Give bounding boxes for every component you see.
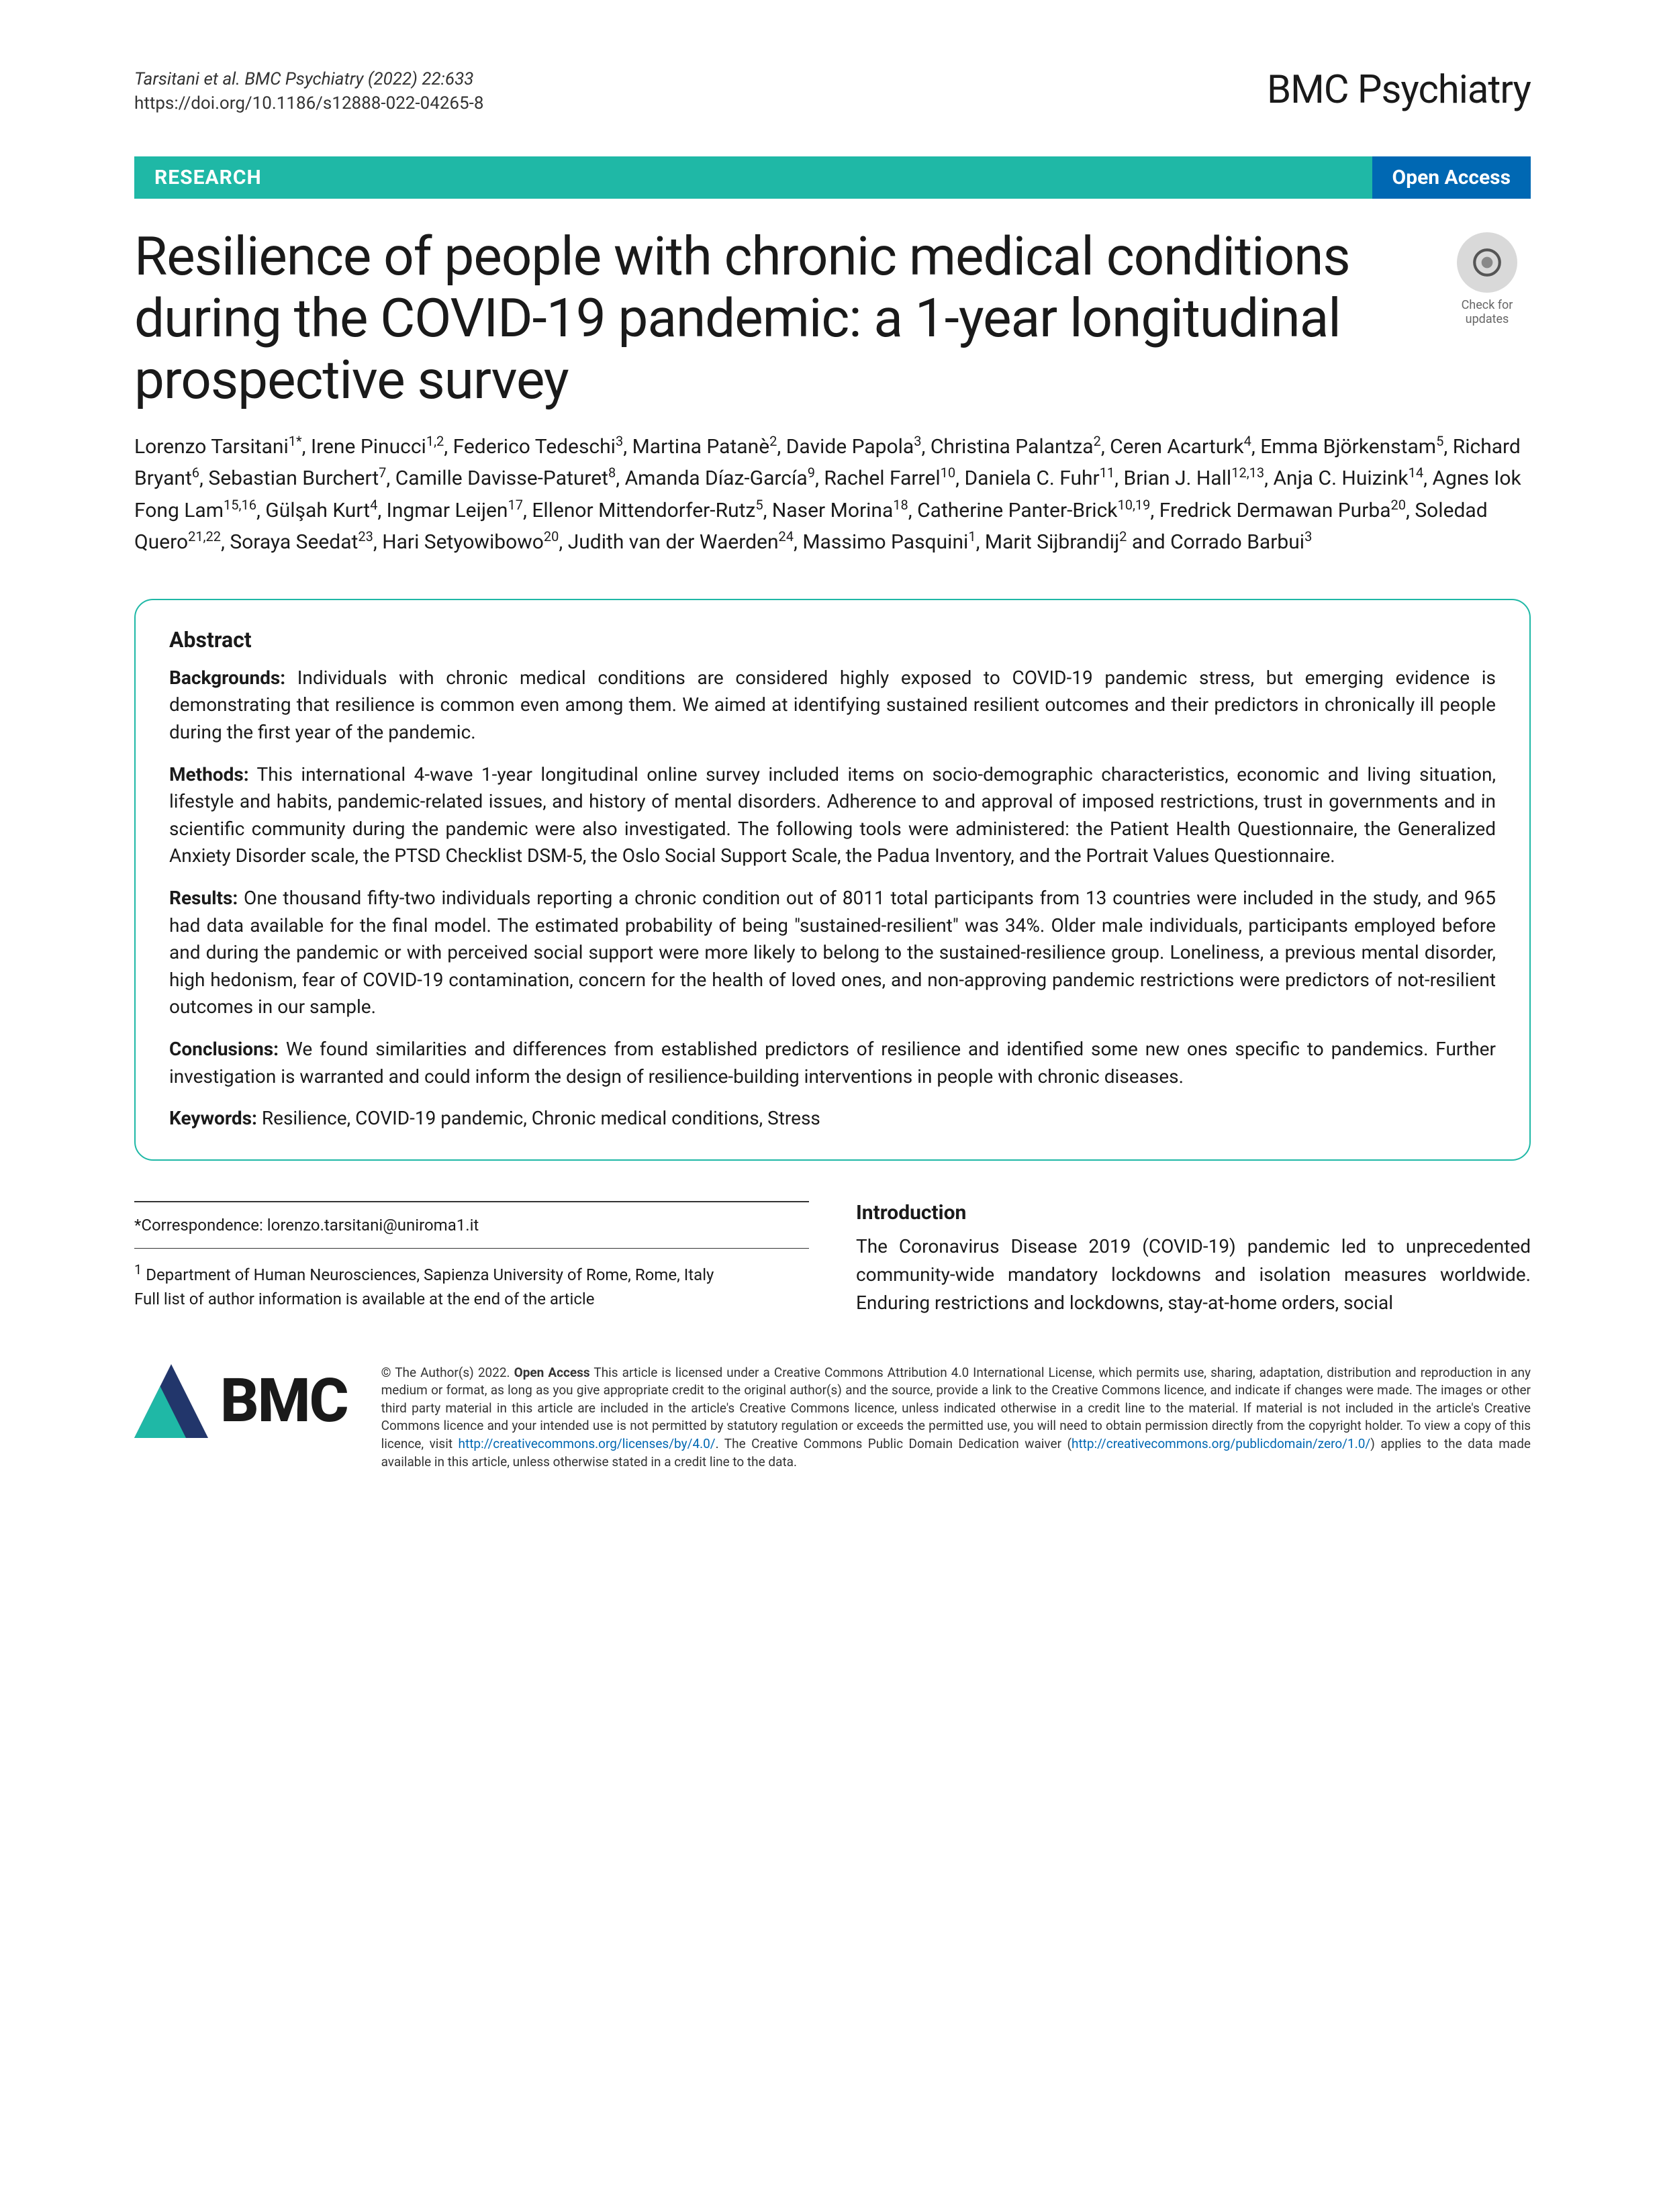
introduction-text: The Coronavirus Disease 2019 (COVID-19) …	[856, 1233, 1531, 1317]
page-header: Tarsitani et al. BMC Psychiatry (2022) 2…	[134, 67, 1531, 116]
license-link[interactable]: http://creativecommons.org/licenses/by/4…	[459, 1436, 716, 1451]
correspondence-block: *Correspondence: lorenzo.tarsitani@uniro…	[134, 1201, 809, 1317]
cc0-link[interactable]: http://creativecommons.org/publicdomain/…	[1072, 1436, 1370, 1451]
crossmark-icon	[1457, 232, 1517, 293]
lower-columns: *Correspondence: lorenzo.tarsitani@uniro…	[134, 1201, 1531, 1317]
divider	[134, 1248, 809, 1249]
abstract-keywords: Keywords: Resilience, COVID-19 pandemic,…	[169, 1105, 1496, 1133]
title-row: Resilience of people with chronic medica…	[134, 226, 1531, 411]
article-type-banner: RESEARCH Open Access	[134, 156, 1531, 199]
abstract-conclusions: Conclusions: We found similarities and d…	[169, 1036, 1496, 1090]
bmc-logo: BMC	[134, 1364, 348, 1438]
banner-fill	[282, 156, 1372, 199]
article-title: Resilience of people with chronic medica…	[134, 226, 1417, 411]
research-badge: RESEARCH	[134, 156, 282, 199]
doi-line: https://doi.org/10.1186/s12888-022-04265…	[134, 91, 483, 115]
introduction-heading: Introduction	[856, 1201, 1531, 1224]
open-access-badge: Open Access	[1372, 156, 1531, 199]
correspondence-email: *Correspondence: lorenzo.tarsitani@uniro…	[134, 1213, 809, 1237]
license-text: © The Author(s) 2022. Open Access This a…	[381, 1364, 1531, 1472]
check-updates-label: Check for updates	[1443, 298, 1531, 327]
citation-block: Tarsitani et al. BMC Psychiatry (2022) 2…	[134, 67, 483, 116]
journal-brand: BMC Psychiatry	[1267, 67, 1531, 113]
abstract-heading: Abstract	[169, 627, 1496, 653]
authors-list: Lorenzo Tarsitani1*, Irene Pinucci1,2, F…	[134, 431, 1531, 559]
abstract-methods: Methods: This international 4-wave 1-yea…	[169, 761, 1496, 870]
affiliation-line: 1 Department of Human Neurosciences, Sap…	[134, 1259, 809, 1287]
bmc-logo-text: BMC	[220, 1365, 348, 1436]
abstract-backgrounds: Backgrounds: Individuals with chronic me…	[169, 665, 1496, 747]
abstract-results: Results: One thousand fifty-two individu…	[169, 885, 1496, 1021]
introduction-column: Introduction The Coronavirus Disease 201…	[856, 1201, 1531, 1317]
abstract-box: Abstract Backgrounds: Individuals with c…	[134, 599, 1531, 1161]
check-for-updates-button[interactable]: Check for updates	[1443, 226, 1531, 327]
citation-line: Tarsitani et al. BMC Psychiatry (2022) 2…	[134, 67, 483, 91]
bmc-mark-icon	[134, 1364, 208, 1438]
full-list-note: Full list of author information is avail…	[134, 1287, 809, 1311]
footer-row: BMC © The Author(s) 2022. Open Access Th…	[134, 1364, 1531, 1472]
